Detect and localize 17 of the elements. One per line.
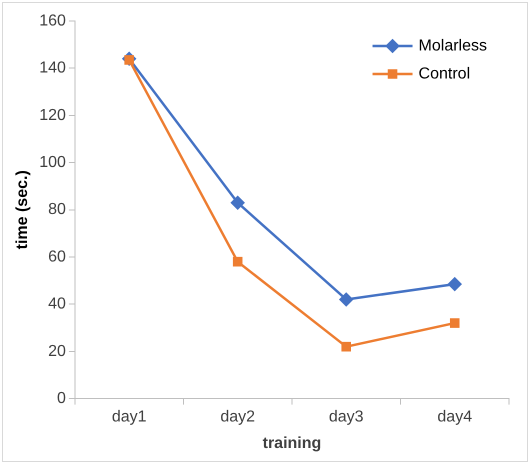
y-tick-label: 100 (39, 154, 66, 172)
y-tick-label: 0 (56, 390, 66, 408)
y-tick-label: 20 (48, 342, 66, 360)
x-axis-title: training (262, 434, 322, 452)
legend-label: Control (418, 65, 470, 82)
x-tick-label: day4 (437, 408, 472, 426)
y-axis-title: time (sec.) (14, 170, 32, 250)
y-tick-label: 140 (39, 60, 66, 77)
x-tick-label: day2 (220, 408, 256, 426)
y-tick-label: 120 (39, 106, 66, 124)
y-tick-label: 160 (39, 12, 66, 30)
y-tick-label: 80 (48, 201, 66, 218)
y-tick-label: 40 (48, 296, 66, 313)
legend-label: Molarless (418, 37, 488, 54)
y-tick-label: 60 (48, 248, 66, 266)
x-tick-label: day3 (328, 408, 364, 426)
x-tick-label: day1 (112, 408, 147, 426)
